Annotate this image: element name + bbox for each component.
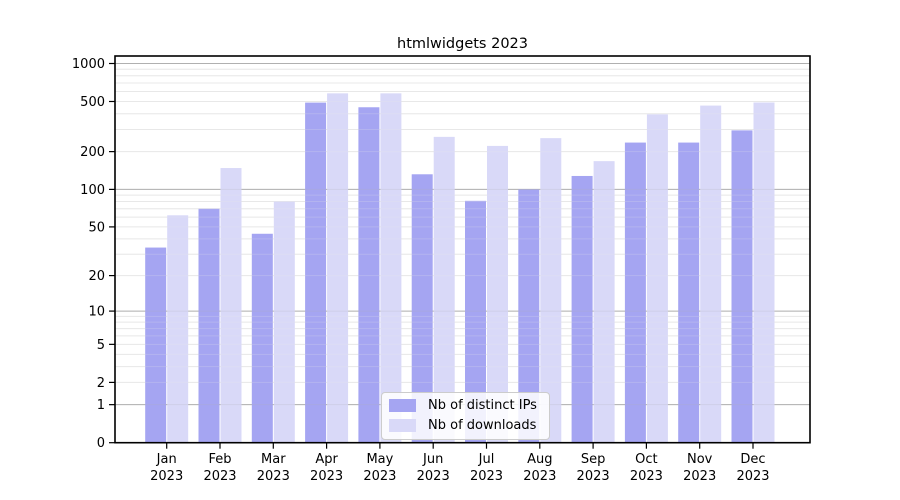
bar-downloads (220, 168, 242, 443)
bar-distinct-ips (731, 130, 753, 443)
x-tick-label-year: 2023 (363, 469, 396, 484)
bar-distinct-ips (624, 142, 646, 443)
bar-downloads (167, 215, 189, 443)
x-tick-label-month: May (366, 452, 393, 467)
bar-distinct-ips (358, 107, 380, 443)
bar-distinct-ips (145, 247, 167, 443)
x-tick-label-month: Apr (315, 452, 338, 467)
y-tick-label: 2 (97, 376, 105, 391)
bar-distinct-ips (678, 142, 700, 443)
y-tick-label: 20 (88, 269, 105, 284)
x-tick-label-month: Jan (156, 452, 177, 467)
x-tick-label-month: Aug (527, 452, 552, 467)
y-tick-label: 500 (80, 95, 105, 110)
x-tick-label-year: 2023 (523, 469, 556, 484)
bar-downloads (646, 114, 668, 443)
bar-downloads (753, 102, 775, 443)
x-tick-label-month: Feb (208, 452, 231, 467)
bar-downloads (327, 93, 349, 443)
y-tick-label: 1 (97, 398, 105, 413)
bar-distinct-ips (305, 102, 327, 443)
chart-title: htmlwidgets 2023 (397, 36, 528, 52)
legend-label-downloads: Nb of downloads (428, 418, 537, 433)
legend-item-downloads: Nb of downloads (389, 418, 541, 433)
legend: Nb of distinct IPs Nb of downloads (381, 392, 550, 440)
bar-distinct-ips (411, 174, 433, 443)
bar-downloads (433, 136, 455, 443)
bar-downloads (540, 138, 562, 443)
bar-downloads (273, 201, 295, 443)
x-tick-label-month: Mar (261, 452, 286, 467)
bar-distinct-ips (571, 175, 593, 443)
x-tick-label-year: 2023 (470, 469, 503, 484)
x-tick-label-month: Jul (478, 452, 495, 467)
x-tick-label-year: 2023 (310, 469, 343, 484)
x-tick-label-year: 2023 (203, 469, 236, 484)
x-tick-label-month: Dec (740, 452, 765, 467)
axis-frame (114, 55, 811, 444)
x-tick-label-year: 2023 (577, 469, 610, 484)
x-tick-label-year: 2023 (736, 469, 769, 484)
x-tick-label-year: 2023 (683, 469, 716, 484)
y-tick-label: 10 (88, 305, 105, 320)
x-tick-label-year: 2023 (150, 469, 183, 484)
y-tick-label: 100 (80, 183, 105, 198)
bar-downloads (380, 93, 402, 443)
x-tick-label-month: Oct (635, 452, 657, 467)
legend-label-distinct-ips: Nb of distinct IPs (428, 398, 537, 413)
x-tick-label-year: 2023 (417, 469, 450, 484)
y-tick-label: 50 (88, 220, 105, 235)
bar-distinct-ips (198, 208, 220, 443)
y-tick-label: 200 (80, 145, 105, 160)
y-tick-label: 1000 (72, 57, 105, 72)
y-tick-label: 5 (97, 338, 105, 353)
legend-item-distinct-ips: Nb of distinct IPs (389, 398, 541, 413)
bar-downloads (487, 145, 508, 443)
legend-swatch-downloads (389, 419, 416, 432)
bar-downloads (593, 161, 615, 443)
bar-distinct-ips (251, 233, 273, 443)
y-tick-label: 0 (97, 436, 105, 451)
x-tick-label-month: Sep (581, 452, 606, 467)
bar-downloads (700, 105, 722, 443)
x-tick-label-year: 2023 (630, 469, 663, 484)
bar-distinct-ips (465, 200, 486, 443)
x-tick-label-year: 2023 (257, 469, 290, 484)
x-tick-label-month: Jun (422, 452, 443, 467)
x-tick-label-month: Nov (687, 452, 713, 467)
bar-distinct-ips (518, 189, 540, 443)
legend-swatch-distinct-ips (389, 399, 416, 412)
